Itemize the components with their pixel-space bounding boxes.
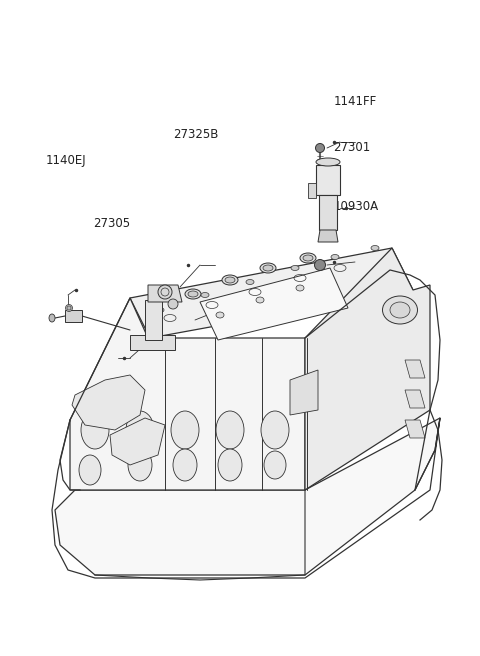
Ellipse shape [65, 304, 72, 312]
Ellipse shape [256, 297, 264, 303]
Polygon shape [316, 165, 340, 195]
Ellipse shape [331, 255, 339, 260]
Ellipse shape [158, 285, 172, 299]
Ellipse shape [168, 299, 178, 309]
Ellipse shape [225, 277, 235, 283]
Ellipse shape [260, 263, 276, 273]
Polygon shape [305, 248, 430, 490]
Ellipse shape [185, 289, 201, 299]
Ellipse shape [314, 260, 325, 270]
Ellipse shape [371, 245, 379, 251]
Ellipse shape [49, 314, 55, 322]
Polygon shape [318, 230, 338, 242]
Ellipse shape [201, 293, 209, 298]
Text: 27305: 27305 [94, 216, 131, 230]
Ellipse shape [263, 265, 273, 271]
Polygon shape [290, 370, 318, 415]
Polygon shape [405, 360, 425, 378]
Text: 10930A: 10930A [334, 200, 379, 213]
Polygon shape [405, 390, 425, 408]
Text: 1141FF: 1141FF [334, 95, 377, 108]
Ellipse shape [156, 308, 164, 312]
Polygon shape [130, 248, 413, 338]
Polygon shape [72, 375, 145, 430]
Ellipse shape [296, 285, 304, 291]
Polygon shape [130, 335, 175, 350]
Ellipse shape [218, 449, 242, 481]
Ellipse shape [303, 255, 313, 261]
Text: 1140EJ: 1140EJ [46, 154, 86, 167]
Ellipse shape [300, 253, 316, 263]
Polygon shape [145, 300, 162, 340]
Text: 27301: 27301 [334, 141, 371, 154]
Ellipse shape [79, 455, 101, 485]
Polygon shape [55, 418, 440, 575]
Ellipse shape [173, 449, 197, 481]
Ellipse shape [216, 312, 224, 318]
Ellipse shape [383, 296, 418, 324]
Polygon shape [319, 195, 337, 230]
Ellipse shape [315, 144, 324, 152]
Polygon shape [405, 420, 425, 438]
Ellipse shape [216, 411, 244, 449]
Polygon shape [200, 268, 348, 340]
Ellipse shape [128, 449, 152, 481]
Ellipse shape [390, 302, 410, 318]
Ellipse shape [264, 451, 286, 479]
Polygon shape [110, 418, 165, 465]
Ellipse shape [171, 411, 199, 449]
Ellipse shape [246, 279, 254, 285]
Polygon shape [65, 310, 82, 322]
Polygon shape [148, 285, 182, 302]
Ellipse shape [291, 266, 299, 270]
Ellipse shape [316, 158, 340, 166]
Ellipse shape [261, 411, 289, 449]
Ellipse shape [222, 275, 238, 285]
Ellipse shape [81, 411, 109, 449]
Ellipse shape [126, 411, 154, 449]
Ellipse shape [188, 291, 198, 297]
Polygon shape [308, 183, 316, 198]
Text: 27325B: 27325B [173, 128, 218, 141]
Polygon shape [70, 298, 305, 490]
